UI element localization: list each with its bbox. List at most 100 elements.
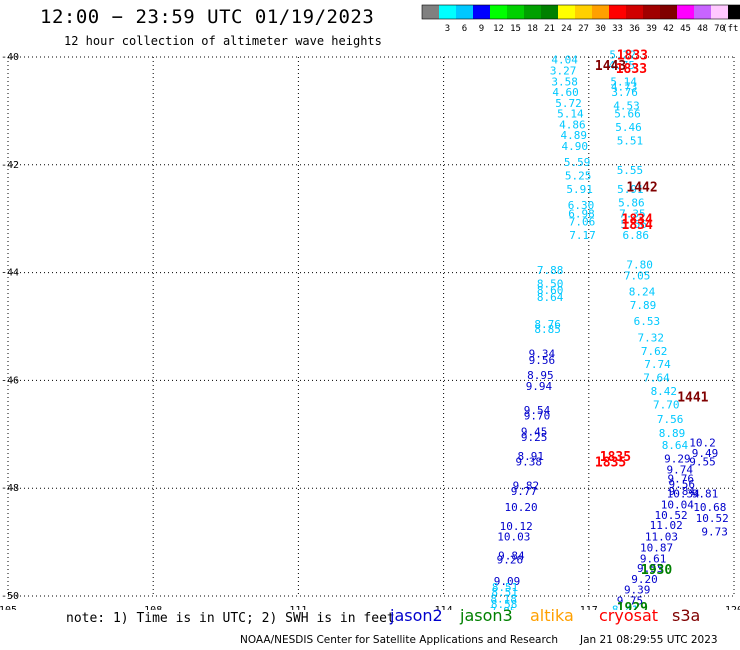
- y-tick-label: -50: [1, 591, 19, 602]
- wave-height-value: 8.89: [659, 427, 686, 440]
- legend-s3a: s3a: [672, 606, 701, 625]
- scale-tick-label: 12: [493, 24, 504, 34]
- wave-height-value: 5.59: [564, 156, 591, 169]
- wave-height-value: 9.70: [524, 409, 551, 422]
- chart-title: 12:00 − 23:59 UTC 01/19/2023: [40, 6, 375, 28]
- wave-height-value: 5.25: [565, 170, 592, 183]
- wave-height-value: 4.53: [613, 100, 640, 113]
- scale-tick-label: 70: [714, 24, 725, 34]
- legend-jason2: jason2: [390, 606, 443, 625]
- wave-height-value: 9.26: [497, 553, 524, 566]
- wave-height-value: 9.49: [692, 447, 719, 460]
- wave-height-value: 5.14: [557, 108, 584, 121]
- wave-height-value: 11.03: [645, 531, 678, 544]
- wave-height-value: 9.82: [513, 480, 540, 493]
- wave-height-value: 8.76: [534, 318, 561, 331]
- y-tick-label: -40: [1, 52, 19, 63]
- wave-height-value: 5.56: [621, 218, 648, 231]
- wave-height-value: 5.22: [609, 48, 636, 61]
- wave-height-value: 9.45: [521, 426, 548, 439]
- scale-swatch: [677, 5, 694, 19]
- legend-cryosat: cryosat: [599, 606, 659, 625]
- wave-height-value: 7.64: [643, 372, 670, 385]
- wave-height-value: 9.84: [498, 550, 525, 563]
- wave-height-value: 4.73: [611, 81, 638, 94]
- legend-jason3: jason3: [460, 606, 513, 625]
- wave-height-value: 8.42: [651, 385, 678, 398]
- wave-height-value: 10.03: [497, 531, 530, 544]
- wave-height-value: 9.77: [511, 485, 538, 498]
- scale-swatch: [422, 5, 439, 19]
- wave-height-value: 4.90: [562, 140, 589, 153]
- wave-height-value: 7.32: [638, 331, 665, 344]
- wave-height-value: 9.54: [524, 404, 551, 417]
- scale-swatch: [473, 5, 490, 19]
- wave-height-value: 9.73: [701, 525, 728, 538]
- wave-height-value: 9.76: [668, 472, 695, 485]
- wave-height-value: 5.72: [555, 97, 582, 110]
- scale-swatch: [575, 5, 592, 19]
- wave-height-value: 10.34: [667, 488, 700, 501]
- wave-height-value: 7.05: [624, 269, 651, 282]
- pass-time-label: 1930: [641, 563, 672, 578]
- pass-time-label: 1835: [600, 450, 631, 465]
- x-tick-label: 120: [725, 605, 740, 610]
- pass-time-label: 1442: [626, 180, 657, 195]
- y-tick-label: -44: [1, 268, 19, 279]
- pass-time-label: 1833: [617, 48, 648, 63]
- wave-height-value: 9.56: [668, 478, 695, 491]
- wave-height-value: 7.35: [619, 207, 646, 220]
- wave-height-value: 8.85: [534, 323, 561, 336]
- x-tick-label: 108: [144, 605, 162, 610]
- scale-swatch: [507, 5, 524, 19]
- x-tick-label: 105: [0, 605, 17, 610]
- scale-tick-label: 30: [595, 24, 606, 34]
- scale-tick-label: 9: [479, 24, 484, 34]
- scale-tick-label: 18: [527, 24, 538, 34]
- wave-height-value: 10.52: [696, 512, 729, 525]
- wave-height-value: 6.86: [622, 229, 649, 242]
- x-tick-label: 114: [435, 605, 453, 610]
- wave-height-value: 7.56: [657, 413, 684, 426]
- scale-swatch: [643, 5, 660, 19]
- scale-swatch: [711, 5, 728, 19]
- wave-height-value: 9.56: [529, 354, 556, 367]
- wave-height-value: 5.86: [618, 197, 645, 210]
- wave-height-value: 9.61: [640, 552, 667, 565]
- wave-height-value: 9.34: [529, 347, 556, 360]
- wave-height-value: 8.18: [490, 593, 517, 606]
- wave-height-map-plot: 105 108 111 114 117 120 -40 -42 -44 -46 -48 -50 4.04…: [0, 48, 740, 610]
- wave-height-value: 11.02: [650, 519, 683, 532]
- scale-tick-label: 39: [646, 24, 657, 34]
- wave-height-value: 5.66: [614, 108, 641, 121]
- wave-height-value: 9.75: [617, 594, 644, 607]
- wave-height-value: 7.70: [653, 399, 680, 412]
- units-note: note: 1) Time is in UTC; 2) SWH is in fe…: [66, 611, 395, 626]
- wave-height-value: 5.14: [610, 75, 637, 88]
- pass-time-label: 1441: [677, 391, 708, 406]
- wave-height-value: 7.62: [641, 345, 668, 358]
- wave-height-value: 8.41: [612, 603, 639, 610]
- scale-swatch: [626, 5, 643, 19]
- scale-tick-label: 45: [680, 24, 691, 34]
- wave-height-value: 10.12: [500, 520, 533, 533]
- scale-tick-label: 36: [629, 24, 640, 34]
- wave-height-value: 9.25: [521, 431, 548, 444]
- wave-height-value: 9.20: [631, 573, 658, 586]
- scale-swatch: [660, 5, 677, 19]
- scale-tick-label: 21: [544, 24, 555, 34]
- pass-time-label: 1834: [622, 218, 653, 233]
- pass-time-label: 1835: [595, 455, 626, 470]
- wave-height-value: 4.75: [608, 59, 635, 72]
- wave-height-value: 8.91: [517, 450, 544, 463]
- scale-swatch: [541, 5, 558, 19]
- wave-height-value: 5.51: [617, 135, 644, 148]
- wave-height-value: 9.84: [668, 485, 695, 498]
- wave-height-value: 6.98: [568, 207, 595, 220]
- wave-height-value: 4.60: [552, 86, 579, 99]
- wave-height-value: 5.55: [617, 164, 644, 177]
- scale-swatch: [490, 5, 507, 19]
- chart-subtitle: 12 hour collection of altimeter wave hei…: [64, 34, 382, 48]
- wave-height-value: 8.51: [491, 586, 518, 599]
